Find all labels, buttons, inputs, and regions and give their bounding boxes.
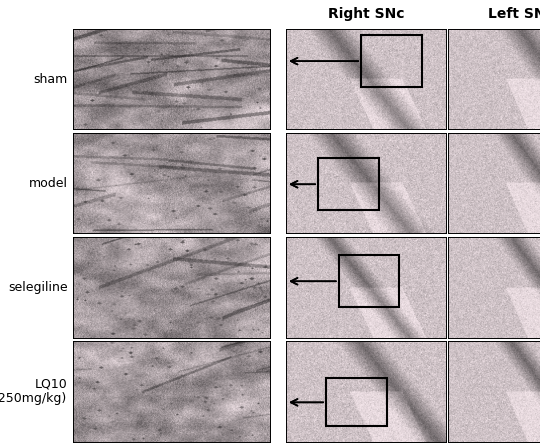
Text: model: model (29, 177, 68, 190)
Text: selegiline: selegiline (8, 281, 68, 294)
Text: LQ10
(250mg/kg): LQ10 (250mg/kg) (0, 377, 68, 405)
Text: Right SNc: Right SNc (328, 8, 404, 21)
Text: Left SNc: Left SNc (488, 8, 540, 21)
Text: sham: sham (33, 73, 68, 86)
